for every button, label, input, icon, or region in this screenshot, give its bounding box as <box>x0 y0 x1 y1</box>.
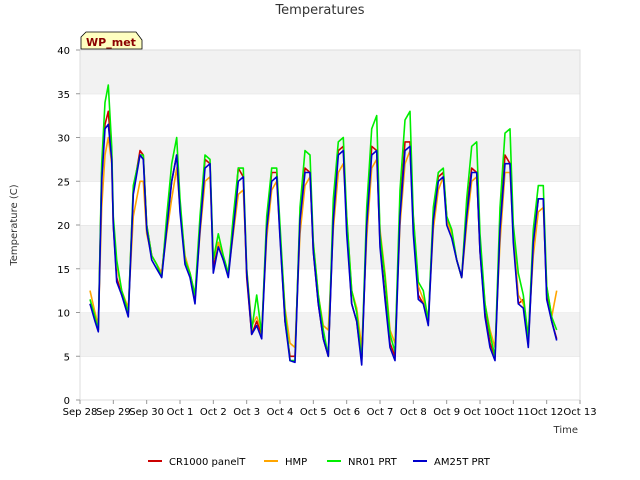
grid-band <box>80 137 580 182</box>
grid-band <box>80 181 580 225</box>
legend-label: HMP <box>285 457 307 468</box>
legend-label: AM25T PRT <box>434 457 491 468</box>
wp-met-label: WP_met <box>86 36 136 49</box>
y-tick-label: 15 <box>57 265 70 276</box>
legend: CR1000 panelT HMP NR01 PRT AM25T PRT <box>148 457 491 468</box>
x-tick-label: Oct 3 <box>233 407 260 418</box>
x-tick-label: Oct 12 <box>530 407 563 418</box>
x-tick-label: Sep 30 <box>129 407 164 418</box>
x-tick-label: Oct 7 <box>367 407 394 418</box>
y-tick-label: 0 <box>64 396 70 407</box>
x-tick-label: Sep 28 <box>63 407 98 418</box>
grid-bands <box>80 49 580 400</box>
x-tick-label: Oct 11 <box>497 407 530 418</box>
x-tick-label: Oct 10 <box>463 407 496 418</box>
x-tick-label: Oct 6 <box>333 407 360 418</box>
y-tick-label: 5 <box>64 352 70 363</box>
y-axis-ticks: 0 5 10 15 20 25 30 35 40 <box>57 46 80 407</box>
y-tick-label: 25 <box>57 177 70 188</box>
series-lines <box>89 84 558 366</box>
x-axis-label: Time <box>553 425 578 436</box>
y-tick-label: 20 <box>57 221 70 232</box>
series-line-am25t-prt <box>89 123 558 366</box>
y-tick-label: 35 <box>57 90 70 101</box>
chart-title: Temperatures <box>274 3 364 18</box>
x-tick-label: Sep 29 <box>96 407 131 418</box>
x-tick-label: Oct 1 <box>167 407 194 418</box>
y-tick-label: 10 <box>57 309 70 320</box>
grid-band <box>80 356 580 400</box>
x-tick-label: Oct 9 <box>433 407 460 418</box>
x-tick-label: Oct 4 <box>267 407 294 418</box>
y-tick-label: 30 <box>57 134 70 145</box>
grid-band <box>80 50 580 94</box>
legend-label: CR1000 panelT <box>169 457 246 468</box>
x-tick-label: Oct 13 <box>563 407 596 418</box>
y-tick-label: 40 <box>57 46 70 57</box>
y-axis-label: Temperature (C) <box>9 184 20 266</box>
grid-band <box>80 93 580 138</box>
legend-label: NR01 PRT <box>348 457 398 468</box>
x-tick-label: Oct 8 <box>400 407 427 418</box>
x-tick-label: Oct 2 <box>200 407 227 418</box>
x-tick-label: Oct 5 <box>300 407 327 418</box>
wp-met-badge: WP_met <box>80 31 143 50</box>
